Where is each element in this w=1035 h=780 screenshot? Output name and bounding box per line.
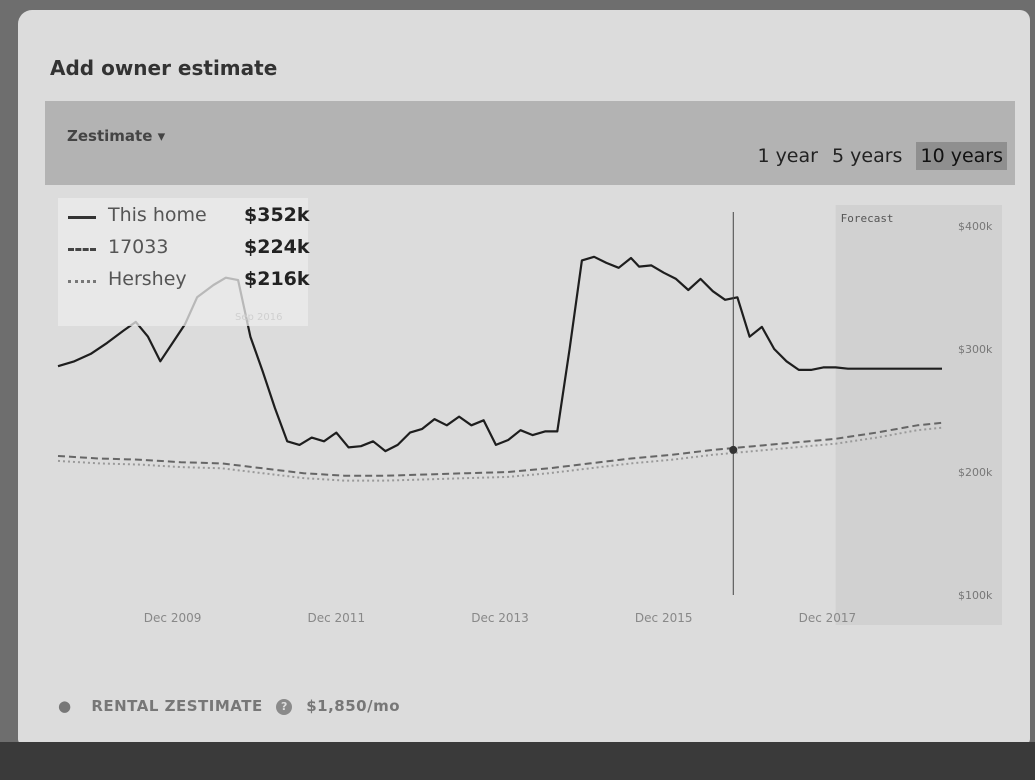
legend-name: Hershey xyxy=(108,268,187,290)
zestimate-dropdown-label: Zestimate xyxy=(67,127,153,145)
x-tick-label: Dec 2015 xyxy=(635,611,693,625)
bullet-icon: ● xyxy=(58,697,72,715)
x-tick-label: Dec 2013 xyxy=(471,611,529,625)
solid-line-icon xyxy=(68,216,96,219)
rental-label: RENTAL ZESTIMATE xyxy=(91,697,263,715)
y-tick-label: $300k xyxy=(958,343,993,356)
forecast-label: Forecast xyxy=(841,212,894,225)
y-tick-label: $100k xyxy=(958,589,993,602)
forecast-region xyxy=(835,205,1002,625)
zestimate-dropdown[interactable]: Zestimate ▾ xyxy=(67,127,165,145)
time-range-selector: 1 year 5 years 10 years xyxy=(749,142,1007,170)
chart-toolbar: Zestimate ▾ 1 year 5 years 10 years xyxy=(45,101,1015,185)
legend-name: 17033 xyxy=(108,236,169,258)
chevron-down-icon: ▾ xyxy=(157,127,166,145)
dotted-line-icon xyxy=(68,280,96,283)
series-line-17033 xyxy=(57,421,943,477)
legend-name: This home xyxy=(108,204,207,226)
add-owner-estimate-link[interactable]: Add owner estimate xyxy=(50,56,278,80)
x-tick-label: Dec 2011 xyxy=(308,611,366,625)
legend-item-hershey: Hershey $216k xyxy=(66,268,310,298)
y-tick-label: $400k xyxy=(958,220,993,233)
rental-zestimate: ● RENTAL ZESTIMATE ? $1,850/mo xyxy=(58,697,400,715)
chart-legend: This home $352k 17033 $224k Hershey $216… xyxy=(58,198,310,326)
range-5-years[interactable]: 5 years xyxy=(832,145,903,167)
monitor-bezel xyxy=(0,742,1035,780)
legend-value: $352k xyxy=(244,204,310,226)
hover-point xyxy=(729,445,738,454)
legend-value: $216k xyxy=(244,268,310,290)
legend-value: $224k xyxy=(244,236,310,258)
legend-item-17033: 17033 $224k xyxy=(66,236,310,266)
dashed-line-icon xyxy=(68,248,96,251)
range-10-years[interactable]: 10 years xyxy=(916,142,1007,170)
range-1-year[interactable]: 1 year xyxy=(757,145,818,167)
info-icon[interactable]: ? xyxy=(276,698,293,715)
y-tick-label: $200k xyxy=(958,466,993,479)
x-tick-label: Dec 2017 xyxy=(799,611,857,625)
rental-value: $1,850/mo xyxy=(306,697,400,715)
x-tick-label: Dec 2009 xyxy=(144,611,202,625)
series-line-hershey xyxy=(57,426,943,482)
legend-item-this-home: This home $352k xyxy=(66,204,310,234)
